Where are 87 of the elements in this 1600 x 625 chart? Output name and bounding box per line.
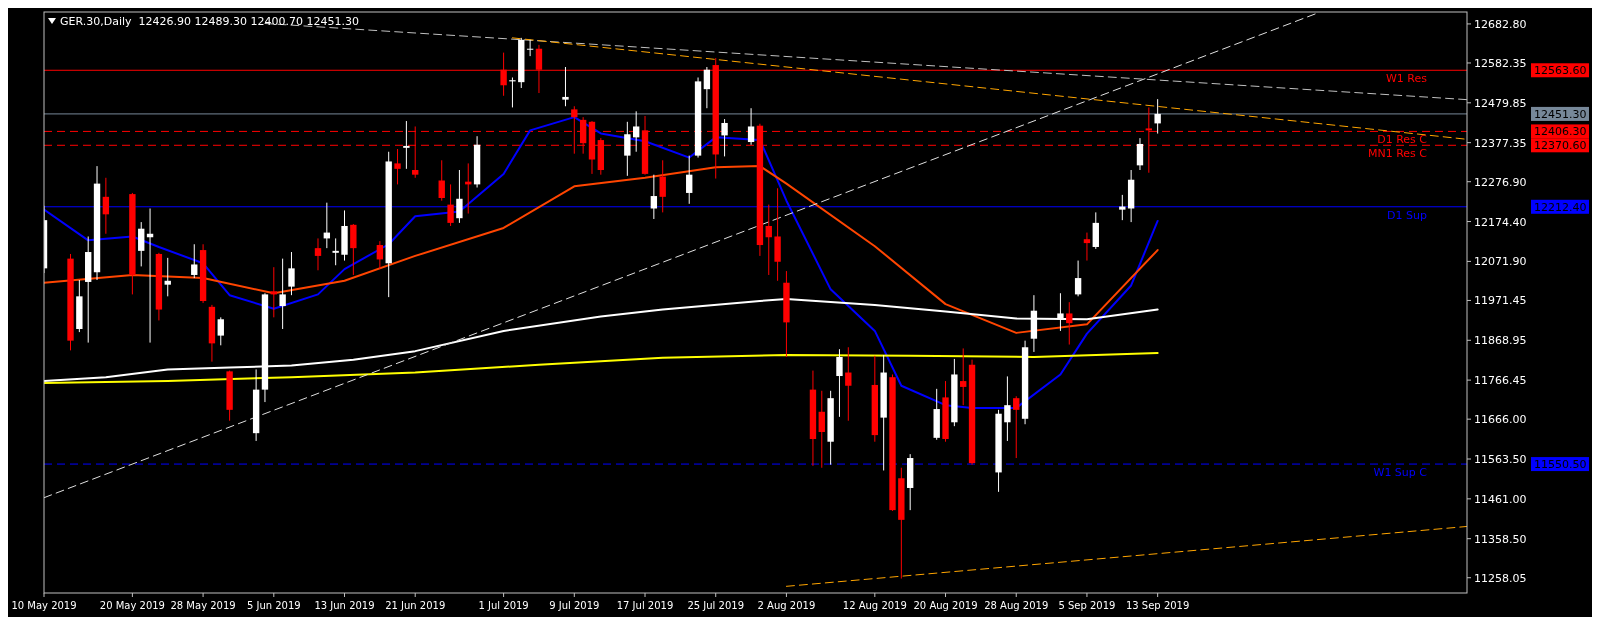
x-tick-label: 10 May 2019 <box>11 600 77 611</box>
candlestick <box>1136 137 1144 171</box>
y-tick-label: 12071.90 <box>1474 255 1527 269</box>
candlestick <box>456 169 463 224</box>
chart-title: GER.30,Daily 12426.90 12489.30 12400.70 12451.30 <box>60 15 359 28</box>
candlestick <box>288 251 295 296</box>
ref-line-label: D1 Sup <box>1387 208 1428 222</box>
candlestick <box>1119 194 1126 221</box>
x-tick-label: 21 Jun 2019 <box>385 600 446 611</box>
candlestick <box>217 316 224 346</box>
candlestick <box>818 390 825 469</box>
candlestick <box>1154 98 1161 135</box>
ref-line-label: D1 Res C <box>1377 133 1428 147</box>
candlestick <box>562 66 569 107</box>
line-series <box>44 352 1159 385</box>
candlestick <box>270 266 277 318</box>
x-tick-label: 13 Jun 2019 <box>314 600 375 611</box>
x-tick-label: 25 Jul 2019 <box>687 600 745 611</box>
candlestick <box>314 237 322 271</box>
candlestick <box>394 148 401 185</box>
y-tick-label: 11258.05 <box>1474 571 1527 585</box>
y-tick-label: 12174.40 <box>1474 215 1527 229</box>
candlestick <box>1083 232 1091 262</box>
y-tick-label: 12682.80 <box>1474 17 1527 31</box>
x-tick-label: 28 Aug 2019 <box>984 600 1049 611</box>
candlestick <box>703 66 711 109</box>
x-tick-label: 20 Aug 2019 <box>913 600 978 611</box>
candlestick <box>721 118 728 157</box>
candlestick <box>1066 301 1073 346</box>
y-tick-label: 11461.00 <box>1474 492 1527 506</box>
line-series <box>44 165 1159 334</box>
x-tick-label: 28 May 2019 <box>170 600 236 611</box>
x-tick-label: 2 Aug 2019 <box>757 600 816 611</box>
y-tick-label: 12377.35 <box>1474 136 1527 150</box>
candlestick <box>102 177 110 235</box>
y-tick-label: 12276.90 <box>1474 175 1527 189</box>
x-tick-label: 9 Jul 2019 <box>549 600 600 611</box>
x-tick-label: 13 Sep 2019 <box>1125 600 1190 611</box>
candlestick <box>1013 395 1020 459</box>
candlestick <box>138 221 145 267</box>
text: 12370.60 <box>1534 139 1587 153</box>
text: 11550.50 <box>1534 458 1587 472</box>
candlestick <box>376 240 384 270</box>
candlestick <box>624 121 631 177</box>
candlestick <box>571 105 578 155</box>
candlestick <box>1004 375 1011 442</box>
text: 12406.30 <box>1534 125 1587 139</box>
candlestick <box>1074 260 1082 297</box>
candlestick <box>332 237 339 266</box>
candlestick <box>164 257 171 297</box>
ref-line-label: MN1 Res C <box>1367 147 1428 161</box>
y-tick-label: 11868.95 <box>1474 334 1527 348</box>
text: 12451.30 <box>1534 107 1587 121</box>
text: 12563.60 <box>1534 64 1587 78</box>
x-tick-label: 17 Jul 2019 <box>616 600 674 611</box>
candlestick <box>526 39 534 57</box>
text: 12212.40 <box>1534 200 1587 214</box>
y-tick-label: 11971.45 <box>1474 294 1527 308</box>
candlestick <box>836 348 843 418</box>
y-tick-label: 12582.35 <box>1474 56 1527 70</box>
y-tick-label: 12479.85 <box>1474 96 1527 110</box>
x-tick-label: 12 Aug 2019 <box>842 600 907 611</box>
x-tick-label: 5 Sep 2019 <box>1058 600 1116 611</box>
y-tick-label: 11563.50 <box>1474 453 1527 467</box>
candlestick <box>960 347 967 406</box>
candlestick <box>686 155 693 205</box>
candlestick <box>659 159 666 213</box>
y-tick-label: 11666.00 <box>1474 413 1527 427</box>
candlestick <box>403 120 410 170</box>
x-tick-label: 1 Jul 2019 <box>478 600 529 611</box>
candlestick <box>438 159 445 202</box>
candlestick <box>765 204 772 276</box>
candlestick <box>650 174 658 220</box>
candlestick <box>191 243 198 279</box>
y-tick-label: 11766.45 <box>1474 374 1527 388</box>
y-tick-label: 11358.50 <box>1474 532 1527 546</box>
candlestick <box>447 183 454 227</box>
candlestick <box>633 110 640 153</box>
candlestick <box>845 346 852 422</box>
ref-line-label: W1 Res <box>1385 72 1428 86</box>
ref-line-label: W1 Sup C <box>1373 466 1428 480</box>
candlestick <box>279 258 286 330</box>
x-tick-label: 5 Jun 2019 <box>246 600 301 611</box>
candlestick <box>747 107 755 146</box>
candlestick <box>509 77 516 108</box>
x-tick-label: 20 May 2019 <box>99 600 165 611</box>
candlestick <box>350 223 357 276</box>
